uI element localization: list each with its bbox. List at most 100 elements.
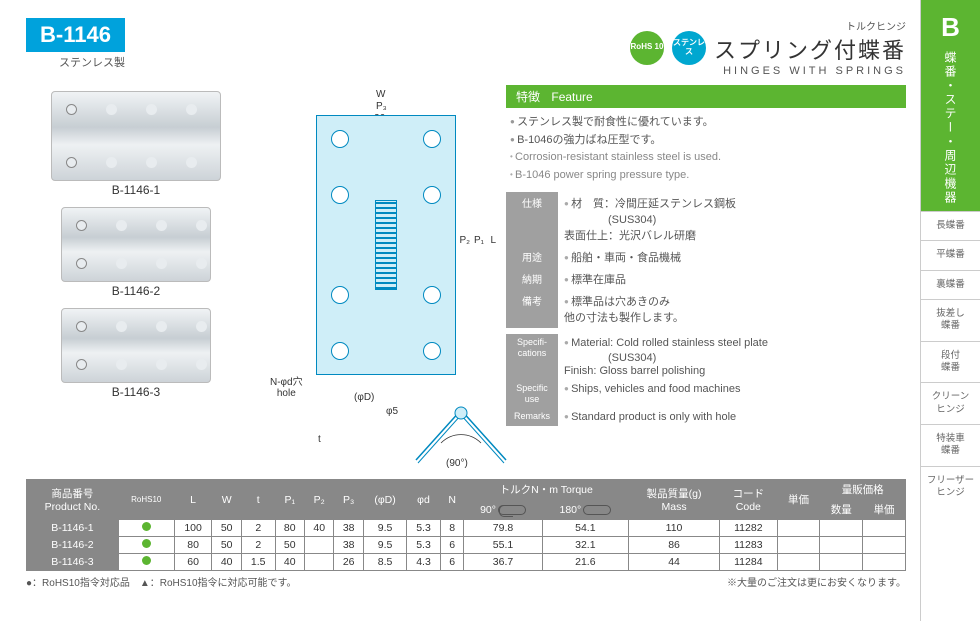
hinge-label-1: B-1146-1 (26, 183, 246, 197)
title-en: HINGES WITH SPRINGS (714, 65, 906, 77)
cell-rohs (118, 554, 174, 571)
cell: 8 (440, 520, 464, 537)
cell-rohs (118, 520, 174, 537)
cell-pn: B-1146-1 (27, 520, 119, 537)
cell-rohs (118, 537, 174, 554)
cell: 80 (174, 537, 212, 554)
cell: 4.3 (407, 554, 441, 571)
cell (863, 554, 906, 571)
spec-value: 標準品は穴あきのみ 他の寸法も製作します。 (558, 290, 906, 328)
cell: 79.8 (464, 520, 542, 537)
cell: 8.5 (363, 554, 406, 571)
spec-label: Specifi- cations (506, 334, 558, 380)
th-rohs: RoHS10 (118, 480, 174, 520)
sidebar-category: 蝶番・ステー・周辺機器 (942, 51, 959, 205)
cell: 86 (629, 537, 720, 554)
dim-P3: P₃ (376, 101, 387, 112)
cell: 40 (212, 554, 241, 571)
cell: 40 (275, 554, 304, 571)
cell: 9.5 (363, 520, 406, 537)
cell: 2 (241, 520, 275, 537)
th-torque90: 90° (464, 500, 542, 520)
spec-value: Material: Cold rolled stainless steel pl… (558, 334, 906, 380)
spec-value: 材 質：冷間圧延ステンレス鋼板 (SUS304) 表面仕上：光沢バレル研磨 (558, 192, 906, 246)
sidebar-item[interactable]: 裏蝶番 (921, 270, 980, 299)
cell: 50 (275, 537, 304, 554)
sidebar-item[interactable]: 抜差し 蝶番 (921, 299, 980, 341)
cell (777, 520, 820, 537)
spec-label: 用途 (506, 246, 558, 268)
hinge-photo-2 (61, 207, 211, 282)
table-row: B-1146-11005028040389.55.3879.854.111011… (27, 520, 906, 537)
cell: 11282 (720, 520, 778, 537)
cell: 5.3 (407, 537, 441, 554)
title-kana: トルクヒンジ (714, 18, 906, 33)
code-block: B-1146 ステンレス製 (26, 18, 125, 70)
cell: 55.1 (464, 537, 542, 554)
cell: 32.1 (542, 537, 628, 554)
product-code-badge: B-1146 (26, 18, 125, 52)
cell: 44 (629, 554, 720, 571)
sidebar-item[interactable]: 特装車 蝶番 (921, 424, 980, 466)
feature-heading-jp: 特徴 (516, 90, 540, 104)
cell: 110 (629, 520, 720, 537)
rohs-dot-icon (142, 556, 151, 565)
title-jp: スプリング付蝶番 (714, 33, 906, 65)
th-torque: トルクN・m Torque (464, 480, 629, 500)
feature-item-en: Corrosion-resistant stainless steel is u… (510, 149, 902, 167)
stainless-icon: ステンレス (672, 31, 706, 65)
spec-table-en: Specifi- cationsMaterial: Cold rolled st… (506, 334, 906, 426)
spec-value: 船舶・車両・食品機械 (558, 246, 906, 268)
spec-label: 納期 (506, 268, 558, 290)
dim-hole: N-φd穴 hole (270, 373, 303, 399)
cell: 5.3 (407, 520, 441, 537)
th-code: コード Code (720, 480, 778, 520)
product-code-sub: ステンレス製 (26, 54, 125, 70)
sidebar-item[interactable]: 長蝶番 (921, 211, 980, 240)
feature-item: ステンレス製で耐食性に優れています。 (510, 114, 902, 132)
th-t: t (241, 480, 275, 520)
hinge-photo-3 (61, 308, 211, 383)
sidebar-item[interactable]: 平蝶番 (921, 240, 980, 269)
cell: 9.5 (363, 537, 406, 554)
data-table: 商品番号Product No. RoHS10 L W t P₁ P₂ P₃ (φ… (26, 479, 906, 571)
cell (820, 537, 863, 554)
th-phiD: (φD) (363, 480, 406, 520)
feature-item: B-1046の強力ばね圧型です。 (510, 132, 902, 150)
dim-P2: P₂ (459, 235, 470, 246)
cell: 1.5 (241, 554, 275, 571)
sidebar-item[interactable]: 段付 蝶番 (921, 341, 980, 383)
cell-pn: B-1146-2 (27, 537, 119, 554)
dim-W: W (376, 89, 385, 100)
cell: 60 (174, 554, 212, 571)
torque180-icon (583, 505, 611, 515)
sidebar-item[interactable]: クリーン ヒンジ (921, 382, 980, 424)
th-L: L (174, 480, 212, 520)
cell (863, 537, 906, 554)
dim-angle: (90°) (446, 458, 468, 469)
cell (820, 554, 863, 571)
cell-pn: B-1146-3 (27, 554, 119, 571)
category-sidebar: B 蝶番・ステー・周辺機器 長蝶番平蝶番裏蝶番抜差し 蝶番段付 蝶番クリーン ヒ… (920, 0, 980, 621)
cell (777, 537, 820, 554)
table-row: B-1146-28050250389.55.3655.132.18611283 (27, 537, 906, 554)
sidebar-tab: B 蝶番・ステー・周辺機器 (921, 0, 980, 211)
cell (305, 554, 334, 571)
cell: 54.1 (542, 520, 628, 537)
spec-value: Standard product is only with hole (558, 408, 906, 426)
dim-P1: P₁ (474, 235, 484, 246)
rohs-dot-icon (142, 522, 151, 531)
cell (305, 537, 334, 554)
footnote-left: ●：RoHS10指令対応品 ▲：RoHS10指令に対応可能です。 (26, 574, 297, 589)
sidebar-item[interactable]: フリーザー ヒンジ (921, 466, 980, 508)
angle-drawing: (90°) (396, 385, 526, 475)
cell: 38 (334, 537, 363, 554)
dim-phiD: (φD) (354, 392, 374, 403)
th-W: W (212, 480, 241, 520)
cell: 80 (275, 520, 304, 537)
cell: 11284 (720, 554, 778, 571)
hinge-label-3: B-1146-3 (26, 385, 246, 399)
cell: 21.6 (542, 554, 628, 571)
th-P2: P₂ (305, 480, 334, 520)
th-P3: P₃ (334, 480, 363, 520)
